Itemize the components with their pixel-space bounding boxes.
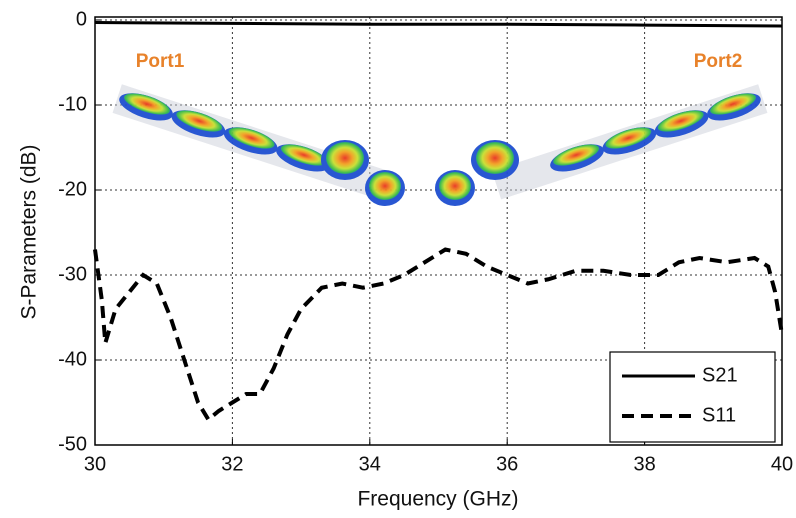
y-tick-label: -50 bbox=[58, 433, 87, 455]
y-tick-label: -20 bbox=[58, 178, 87, 200]
x-axis-label: Frequency (GHz) bbox=[357, 488, 518, 511]
y-axis-label: S-Parameters (dB) bbox=[18, 144, 41, 319]
x-tick-label: 32 bbox=[221, 453, 243, 475]
x-tick-label: 30 bbox=[84, 453, 106, 475]
device-illustration-right bbox=[435, 84, 768, 206]
x-tick-label: 38 bbox=[633, 453, 655, 475]
legend-label: S21 bbox=[702, 364, 738, 386]
device-illustration-left bbox=[112, 84, 405, 206]
y-tick-label: -40 bbox=[58, 348, 87, 370]
axes-box bbox=[94, 16, 783, 446]
series-line bbox=[93, 247, 784, 423]
x-tick-label: 36 bbox=[496, 453, 518, 475]
legend-label: S11 bbox=[702, 404, 736, 426]
x-tick-label: 40 bbox=[771, 453, 793, 475]
annotation: Port1 bbox=[136, 51, 185, 72]
annotation: Port2 bbox=[694, 51, 743, 72]
y-tick-label: -30 bbox=[58, 263, 87, 285]
y-tick-label: -10 bbox=[58, 93, 87, 115]
series-line bbox=[94, 21, 783, 28]
x-tick-label: 34 bbox=[359, 453, 381, 475]
legend-box bbox=[609, 351, 776, 443]
y-tick-label: 0 bbox=[76, 8, 87, 30]
